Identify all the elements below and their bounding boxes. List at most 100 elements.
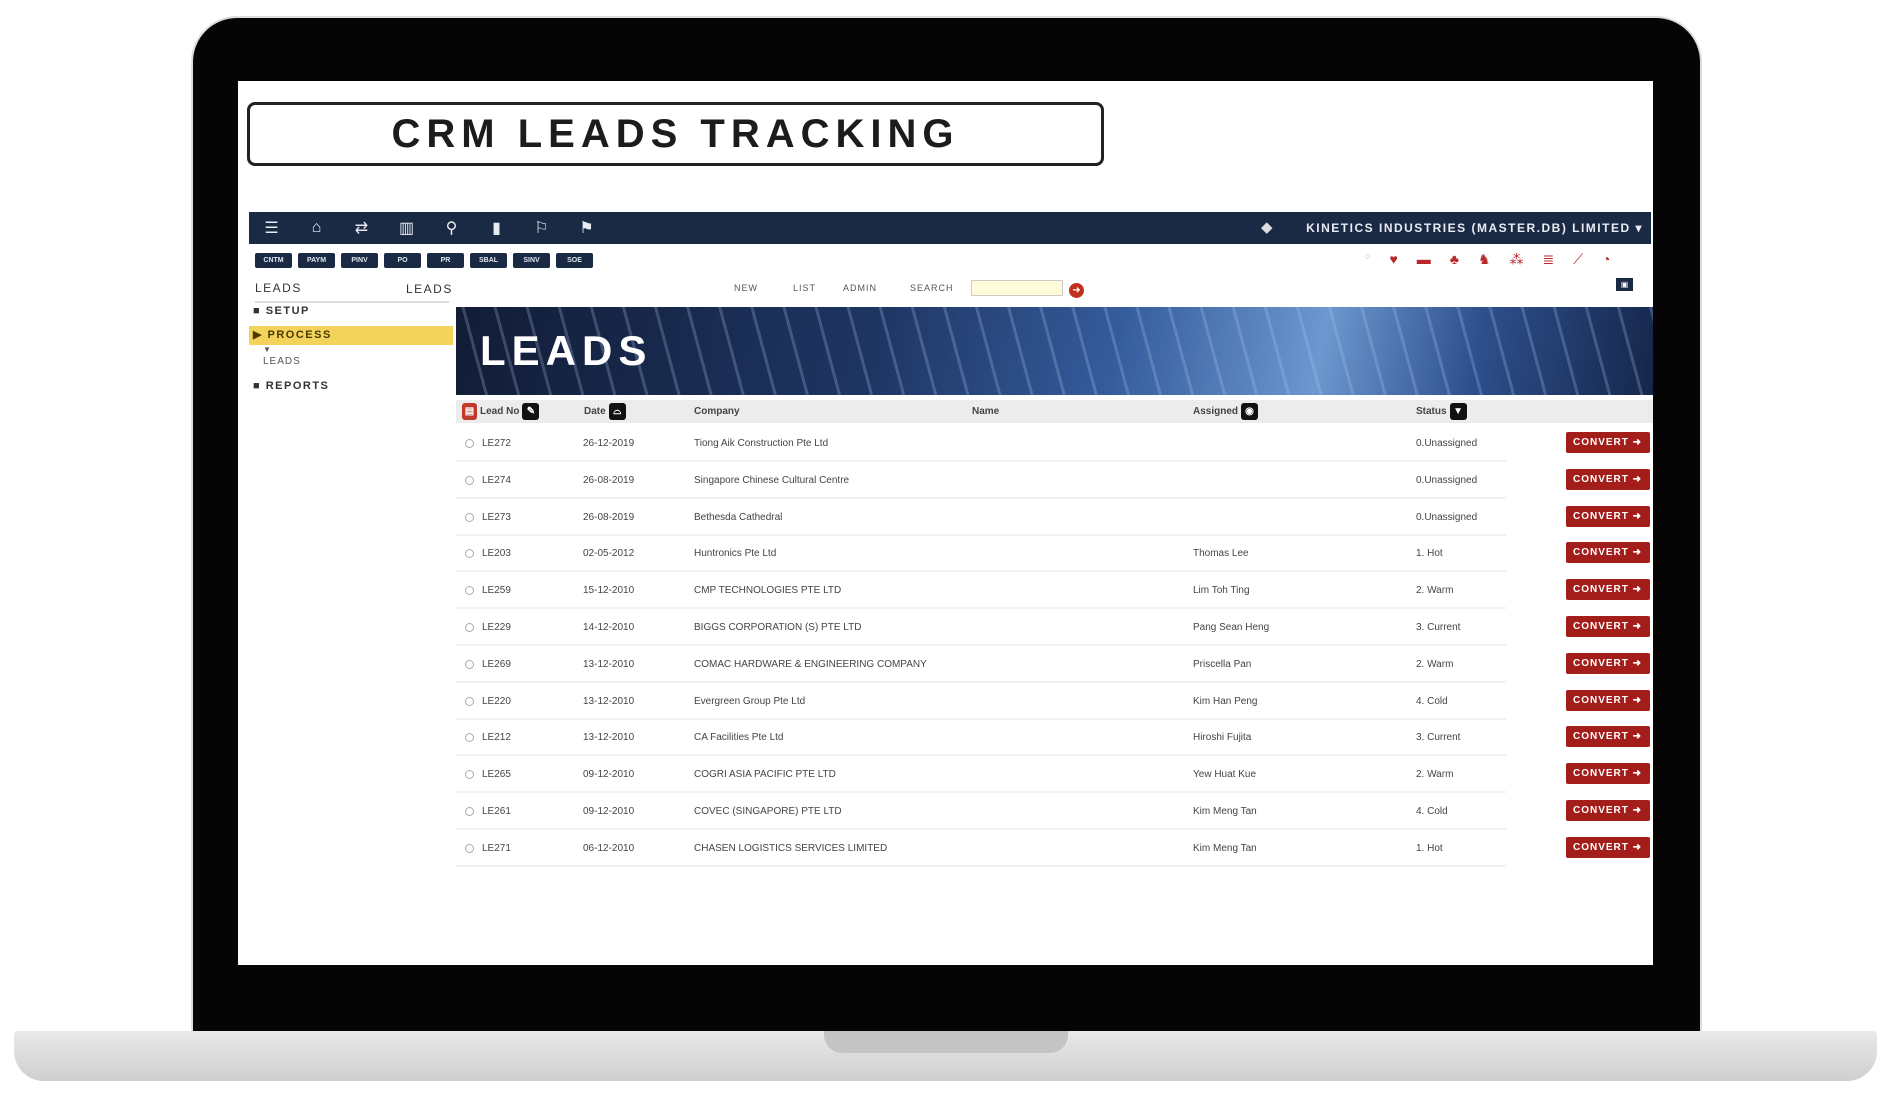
map-icon[interactable]: ▥ [398, 220, 415, 237]
search-input[interactable] [971, 280, 1063, 296]
tag-icon[interactable]: ◆ [1261, 219, 1273, 236]
module-button[interactable]: PR [427, 253, 464, 268]
org-chart-icon[interactable]: ♣ [1449, 251, 1459, 267]
convert-button[interactable]: CONVERT ➜ [1566, 579, 1650, 601]
convert-button[interactable]: CONVERT ➜ [1566, 432, 1650, 453]
sidebar-subitem-leads[interactable]: LEADS [263, 356, 301, 367]
table-row[interactable]: LE272 26-12-2019 Tiong Aik Construction … [456, 425, 1653, 462]
convert-button[interactable]: CONVERT ➜ [1566, 505, 1650, 527]
row-radio[interactable] [465, 770, 474, 780]
lead-status: 1. Hot [1416, 548, 1443, 560]
row-radio[interactable] [465, 843, 474, 853]
row-radio[interactable] [465, 586, 474, 596]
col-status[interactable]: Status ▼ [1416, 400, 1467, 423]
col-name[interactable]: Name [972, 400, 999, 423]
sidebar-item-process[interactable]: ▶ PROCESS [249, 326, 453, 345]
table-header: ▤ Lead No ✎ Date ⌓ Company Name Assigned ◉ S… [456, 400, 1653, 423]
nav-list[interactable]: LIST [793, 283, 817, 293]
user-circle-icon[interactable]: ◉ [1241, 403, 1259, 420]
row-radio[interactable] [465, 512, 474, 522]
row-divider [456, 717, 1506, 720]
link-icon[interactable]: ⚲ [445, 220, 458, 237]
convert-button[interactable]: CONVERT ➜ [1566, 763, 1650, 785]
top-navbar: ☰ ⌂ ⇄ ▥ ⚲ ▮ ⚐ ⚑ ◆ KINETICS INDUSTRIES (M… [249, 212, 1651, 244]
nav-new[interactable]: NEW [734, 283, 758, 293]
row-radio[interactable] [465, 696, 474, 706]
convert-button[interactable]: CONVERT ➜ [1566, 616, 1650, 637]
col-label: Assigned [1193, 406, 1239, 417]
lead-status: 4. Cold [1416, 695, 1448, 707]
sidebar-item-setup[interactable]: ■ SETUP [253, 305, 310, 317]
convert-button[interactable]: CONVERT ➜ [1566, 652, 1650, 674]
col-date[interactable]: Date ⌓ [584, 400, 626, 423]
nav-search[interactable]: SEARCH [910, 283, 954, 293]
table-row[interactable]: LE259 15-12-2010 CMP TECHNOLOGIES PTE LT… [456, 572, 1653, 610]
module-button[interactable]: PINV [341, 253, 378, 268]
chart-icon[interactable]: ⟋ [1573, 251, 1584, 267]
lead-no: LE203 [482, 548, 511, 560]
convert-button[interactable]: CONVERT ➜ [1566, 726, 1650, 748]
table-row[interactable]: LE265 09-12-2010 COGRI ASIA PACIFIC PTE … [456, 756, 1653, 794]
col-lead-no[interactable]: ▤ Lead No ✎ [462, 400, 540, 423]
bookmark-icon[interactable]: ▮ [492, 220, 501, 237]
briefcase-icon[interactable]: ▬ [1416, 251, 1431, 267]
row-radio[interactable] [465, 623, 474, 632]
module-button[interactable]: PO [384, 253, 421, 268]
row-radio[interactable] [465, 549, 474, 559]
nav-admin[interactable]: ADMIN [843, 283, 877, 293]
group-icon[interactable]: ⁂ [1509, 251, 1524, 267]
table-row[interactable]: LE274 26-08-2019 Singapore Chinese Cultu… [456, 462, 1653, 499]
table-row[interactable]: LE269 13-12-2010 COMAC HARDWARE & ENGINE… [456, 646, 1653, 683]
banner-title: LEADS [480, 327, 653, 374]
transfer-icon[interactable]: ⇄ [354, 220, 369, 237]
table-row[interactable]: LE220 13-12-2010 Evergreen Group Pte Ltd… [456, 683, 1653, 720]
row-radio[interactable] [465, 807, 474, 816]
lead-assigned: Lim Toh Ting [1193, 585, 1250, 597]
user-icon[interactable]: ♞ [1477, 251, 1491, 267]
lead-company: Tiong Aik Construction Pte Ltd [694, 438, 829, 449]
flag-outline-icon[interactable]: ⚐ [534, 220, 549, 237]
pie-chart-icon[interactable]: ◔ [1602, 251, 1611, 267]
module-button[interactable]: PAYM [298, 253, 335, 268]
contact-card-icon[interactable]: ▣ [1616, 278, 1633, 291]
search-go-icon[interactable]: ➜ [1069, 283, 1084, 298]
table-row[interactable]: LE229 14-12-2010 BIGGS CORPORATION (S) P… [456, 609, 1653, 646]
col-assigned[interactable]: Assigned ◉ [1193, 400, 1259, 423]
row-radio[interactable] [465, 733, 474, 743]
table-row[interactable]: LE271 06-12-2010 CHASEN LOGISTICS SERVIC… [456, 830, 1653, 867]
convert-button[interactable]: CONVERT ➜ [1566, 468, 1650, 490]
table-row[interactable]: LE273 26-08-2019 Bethesda Cathedral 0.Un… [456, 499, 1653, 536]
table-row[interactable]: LE203 02-05-2012 Huntronics Pte Ltd Thom… [456, 535, 1653, 573]
row-radio[interactable] [465, 439, 474, 448]
edit-icon[interactable]: ✎ [522, 403, 540, 420]
sidebar-item-label: PROCESS [267, 329, 332, 341]
heart-icon[interactable]: ♥ [1389, 251, 1398, 267]
module-button[interactable]: CNTM [255, 253, 292, 268]
flag-icon[interactable]: ⚑ [579, 220, 594, 237]
row-radio[interactable] [465, 659, 474, 669]
menu-icon[interactable]: ☰ [264, 220, 279, 237]
list-icon[interactable]: ≣ [1542, 251, 1555, 267]
convert-button[interactable]: CONVERT ➜ [1566, 800, 1650, 821]
home-icon[interactable]: ⌂ [311, 219, 322, 236]
sidebar-item-reports[interactable]: ■ REPORTS [253, 380, 330, 392]
leads-banner: LEADS [456, 307, 1653, 395]
convert-button[interactable]: CONVERT ➜ [1566, 689, 1650, 711]
lead-assigned: Kim Meng Tan [1193, 842, 1257, 854]
binoculars-icon[interactable]: ⌓ [608, 403, 626, 420]
table-row[interactable]: LE261 09-12-2010 COVEC (SINGAPORE) PTE L… [456, 793, 1653, 830]
delete-icon[interactable]: ▤ [462, 403, 477, 420]
dot-icon[interactable]: ○ [1365, 251, 1371, 261]
table-row[interactable]: LE212 13-12-2010 CA Facilities Pte Ltd H… [456, 719, 1653, 757]
convert-button[interactable]: CONVERT ➜ [1566, 836, 1650, 858]
company-selector[interactable]: KINETICS INDUSTRIES (MASTER.DB) LIMITED … [1306, 221, 1643, 235]
module-button[interactable]: SOE [556, 253, 593, 268]
row-divider [456, 496, 1506, 499]
row-divider [456, 644, 1506, 646]
col-company[interactable]: Company [694, 400, 740, 423]
shirt-icon[interactable]: ▼ [1449, 403, 1467, 420]
row-radio[interactable] [465, 475, 474, 485]
module-button[interactable]: SBAL [470, 253, 507, 268]
module-button[interactable]: SINV [513, 253, 550, 268]
convert-button[interactable]: CONVERT ➜ [1566, 542, 1650, 564]
